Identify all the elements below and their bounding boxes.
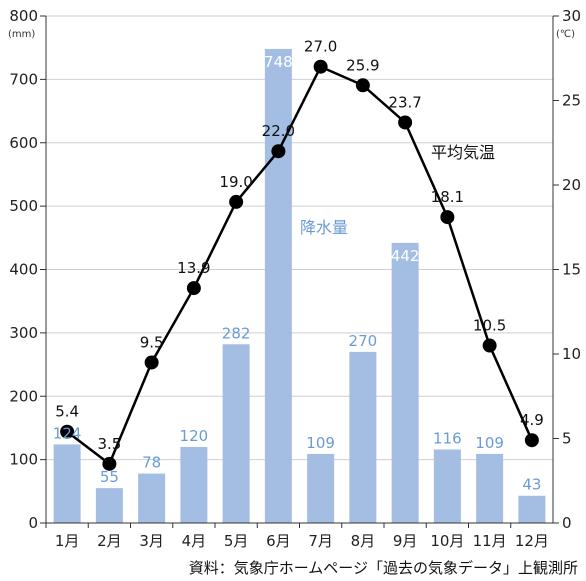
right-axis-unit: (℃) (556, 29, 575, 40)
temperature-point (355, 78, 370, 93)
right-axis-tick-label: 15 (562, 261, 581, 279)
precipitation-bar (307, 453, 335, 523)
temperature-point (60, 424, 75, 439)
data-labels: 124 55 78 120 282 748 109 270 442 116 109 43 5.4 3.5 9… (53, 38, 544, 494)
left-axis-tick-label: 500 (9, 197, 38, 215)
right-axis-tick-label: 5 (562, 430, 572, 448)
x-axis-tick-label: 5月 (224, 532, 249, 550)
right-axis-tick-label: 0 (562, 514, 572, 532)
precipitation-value-label: 282 (222, 324, 251, 342)
x-axis-tick-label: 6月 (266, 532, 291, 550)
temperature-value-label: 5.4 (55, 403, 79, 421)
temperature-point (102, 456, 117, 471)
x-axis-tick-label: 2月 (97, 532, 122, 550)
temperature-point (313, 59, 328, 74)
temperature-point (186, 281, 201, 296)
precipitation-bar (433, 449, 461, 523)
temperature-point (229, 194, 244, 209)
temperature-value-label: 22.0 (262, 122, 295, 140)
precipitation-value-label: 109 (475, 434, 504, 452)
temperature-point (482, 338, 497, 353)
precipitation-value-label: 270 (349, 332, 378, 350)
temperature-point (440, 210, 455, 225)
temperature-point (271, 144, 286, 159)
precipitation-value-label: 124 (53, 424, 82, 442)
precipitation-value-label: 109 (306, 434, 335, 452)
temperature-point (144, 355, 159, 370)
precipitation-value-label: 43 (522, 476, 541, 494)
precipitation-bar (222, 344, 250, 523)
precipitation-bar (518, 495, 546, 523)
left-axis-tick-label: 300 (9, 324, 38, 342)
precipitation-value-label: 116 (433, 429, 462, 447)
precipitation-value-label: 55 (100, 468, 119, 486)
right-axis-tick-label: 10 (562, 345, 581, 363)
gridlines (46, 15, 553, 461)
right-axis-tick-label: 25 (562, 92, 581, 110)
left-axis-tick-label: 600 (9, 134, 38, 152)
temperature-value-label: 9.5 (140, 333, 164, 351)
temperature-value-label: 13.9 (177, 259, 210, 277)
left-axis-tick-label: 200 (9, 387, 38, 405)
temperature-value-label: 25.9 (346, 56, 379, 74)
x-axis-tick-label: 9月 (393, 532, 418, 550)
right-axis-tick-label: 30 (562, 7, 581, 25)
temperature-polyline (66, 65, 534, 466)
x-axis-tick-label: 3月 (139, 532, 164, 550)
precipitation-value-label: 442 (391, 247, 420, 265)
temperature-value-label: 23.7 (388, 93, 421, 111)
x-axis-tick-label: 1月 (55, 532, 80, 550)
precipitation-bars (53, 48, 546, 524)
precipitation-bar (180, 446, 208, 523)
temperature-point (398, 115, 413, 130)
temperature-value-label: 4.9 (520, 411, 544, 429)
temperature-series-label: 平均気温 (431, 143, 495, 162)
precipitation-value-label: 78 (142, 454, 161, 472)
x-axis-tick-label: 4月 (182, 532, 207, 550)
x-axis-tick-label: 7月 (308, 532, 333, 550)
temperature-point (524, 433, 539, 448)
right-axis-tick-label: 20 (562, 176, 581, 194)
source-note: 資料：気象庁ホームページ「過去の気象データ」上観測所 (189, 559, 578, 577)
left-axis-tick-label: 0 (28, 514, 38, 532)
axes: 0 100 200 300 400 500 600 700 800 0 5 10 15 20 25 30 1月 2… (9, 7, 581, 550)
precipitation-bar (349, 351, 377, 523)
precipitation-bar (53, 444, 81, 523)
precipitation-bar (95, 488, 123, 523)
x-axis-tick-label: 11月 (473, 532, 507, 550)
temperature-value-label: 18.1 (431, 188, 464, 206)
left-axis-tick-label: 400 (9, 261, 38, 279)
temperature-value-label: 27.0 (304, 38, 337, 56)
left-axis-unit: (mm) (8, 29, 35, 40)
precipitation-value-label: 748 (264, 53, 293, 71)
precipitation-bar (476, 453, 504, 523)
x-axis-tick-label: 12月 (515, 532, 549, 550)
temperature-line (60, 59, 539, 471)
left-axis-tick-label: 700 (9, 70, 38, 88)
left-axis-tick-label: 100 (9, 451, 38, 469)
temperature-value-label: 19.0 (219, 173, 252, 191)
precipitation-bar (391, 242, 419, 523)
precipitation-value-label: 120 (180, 427, 209, 445)
x-axis-tick-label: 8月 (351, 532, 376, 550)
temperature-value-label: 10.5 (473, 317, 506, 335)
precipitation-bar (138, 473, 166, 523)
x-axis-tick-label: 10月 (430, 532, 464, 550)
temperature-value-label: 3.5 (97, 435, 121, 453)
left-axis-tick-label: 800 (9, 7, 38, 25)
precipitation-series-label: 降水量 (300, 218, 348, 237)
precipitation-bar (264, 48, 292, 524)
